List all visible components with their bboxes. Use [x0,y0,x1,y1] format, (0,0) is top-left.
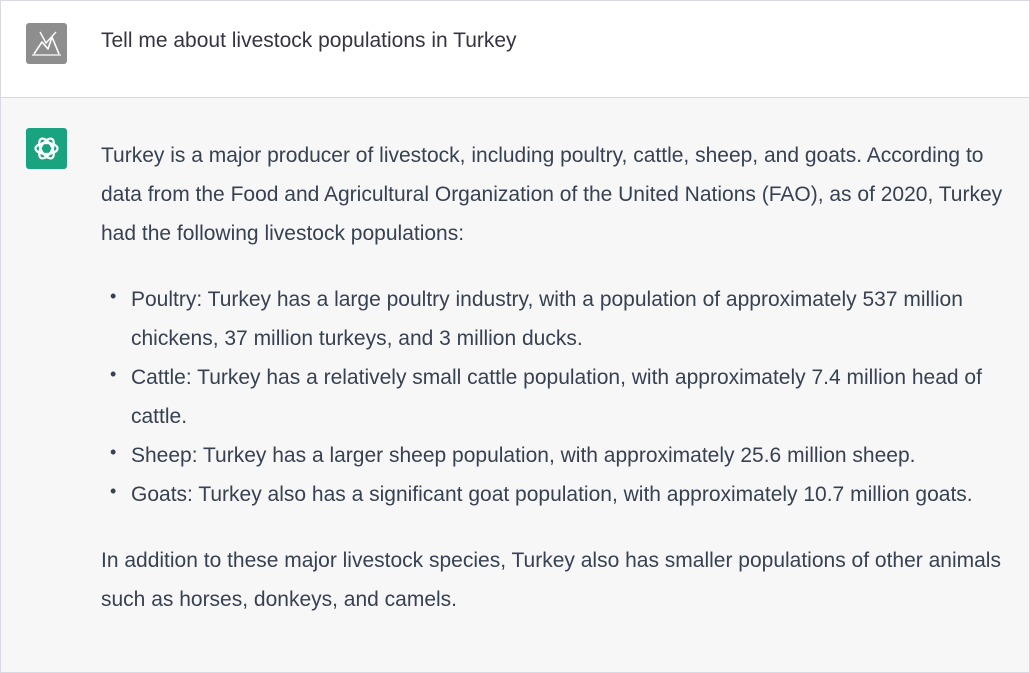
closing-paragraph: In addition to these major livestock spe… [101,549,1001,611]
list-item-text: Cattle: Turkey has a relatively small ca… [131,366,982,428]
bullet-marker: • [110,286,117,306]
assistant-message-row: Turkey is a major producer of livestock,… [1,98,1029,672]
bullet-marker: • [110,442,117,462]
list-item: • Goats: Turkey also has a significant g… [101,475,1006,514]
list-item-text: Sheep: Turkey has a larger sheep populat… [131,444,916,467]
list-item-text: Goats: Turkey also has a significant goa… [131,483,973,506]
assistant-message-body: Turkey is a major producer of livestock,… [101,136,1006,619]
bullet-marker: • [110,481,117,501]
list-item-text: Poultry: Turkey has a large poultry indu… [131,288,963,350]
intro-paragraph: Turkey is a major producer of livestock,… [101,144,1003,245]
user-message-text: Tell me about livestock populations in T… [101,29,517,52]
list-item: • Poultry: Turkey has a large poultry in… [101,280,1006,358]
list-item: • Cattle: Turkey has a relatively small … [101,358,1006,436]
livestock-list: • Poultry: Turkey has a large poultry in… [101,280,1006,514]
openai-logo-icon [26,128,67,169]
bullet-marker: • [110,364,117,384]
list-item: • Sheep: Turkey has a larger sheep popul… [101,436,1006,475]
user-avatar-icon [26,23,67,64]
user-message-row: Tell me about livestock populations in T… [1,1,1029,98]
